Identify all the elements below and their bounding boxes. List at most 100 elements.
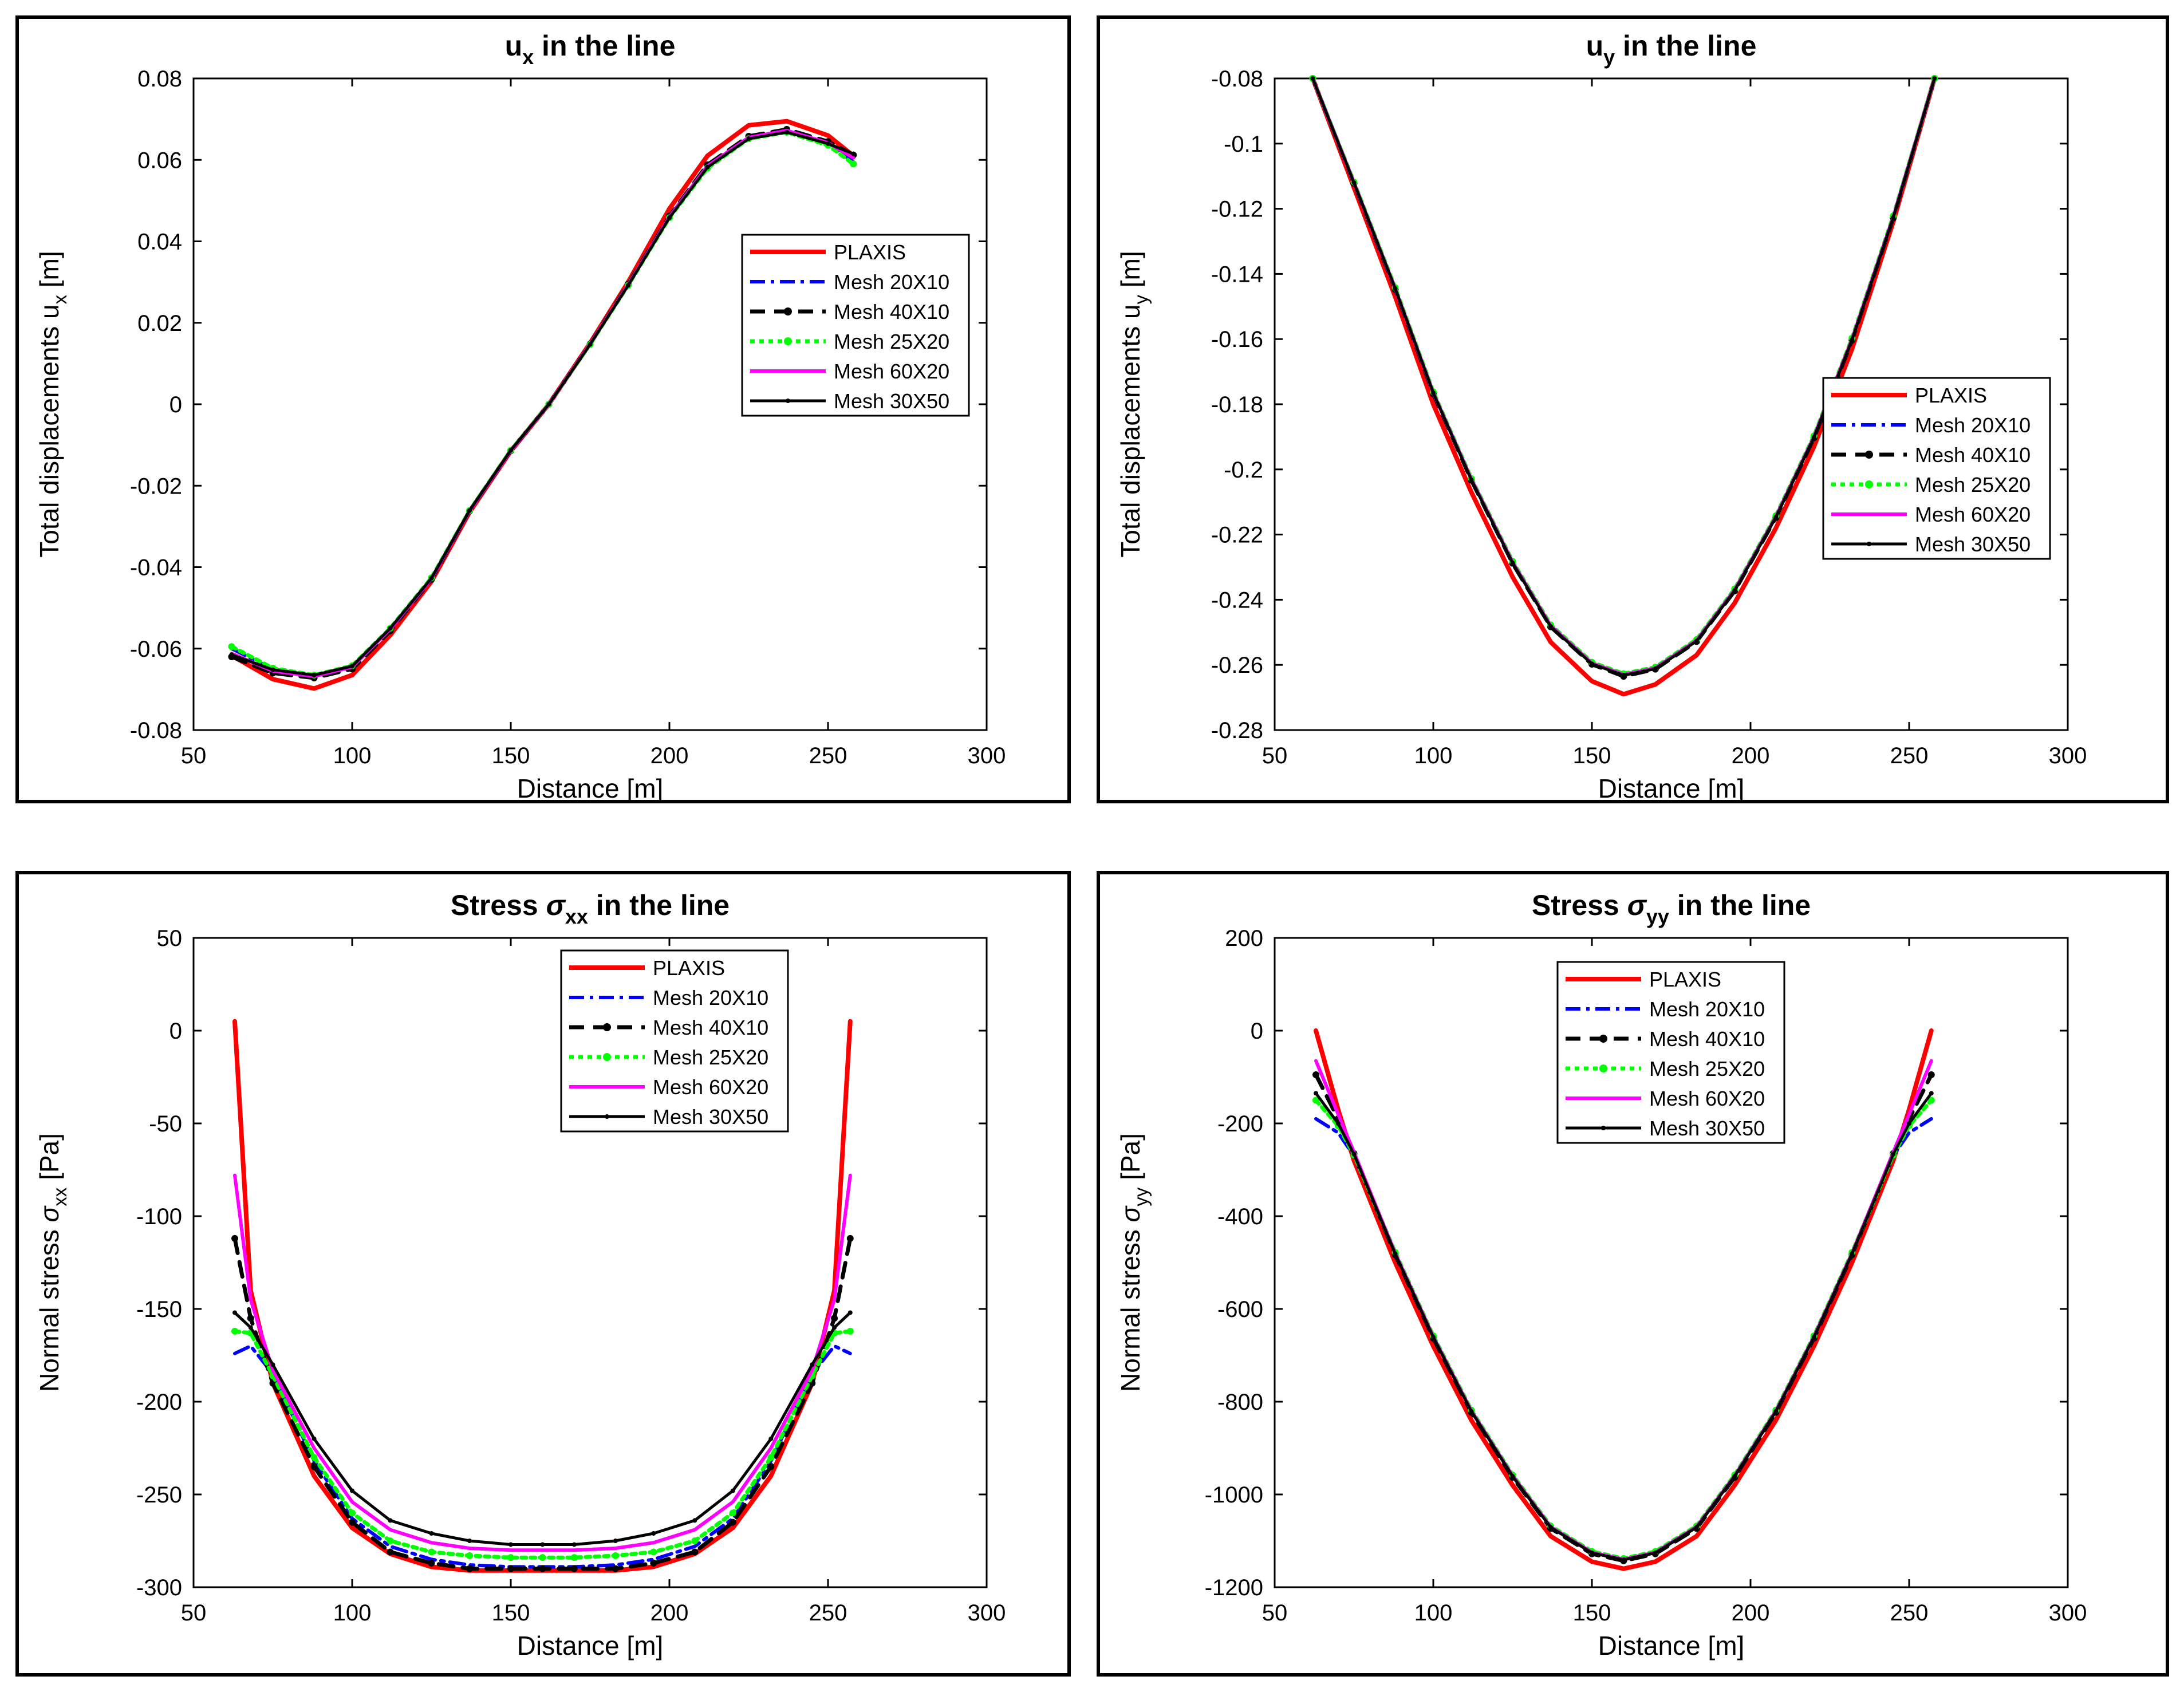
data-point (1811, 1335, 1816, 1340)
data-point (691, 1548, 699, 1556)
x-axis-label: Distance [m] (517, 1631, 664, 1661)
y-tick-label: -0.08 (130, 718, 182, 743)
legend-marker (1601, 1126, 1606, 1130)
data-point (270, 667, 275, 672)
y-tick-label: -150 (136, 1297, 182, 1322)
text-part: y (1603, 45, 1615, 69)
legend-marker (1865, 451, 1873, 459)
text-part: yy (1646, 905, 1669, 928)
legend-label: Mesh 30X50 (1649, 1117, 1765, 1140)
data-point (228, 643, 235, 650)
y-tick-label: -0.08 (1211, 66, 1263, 92)
y-tick-label: -0.02 (130, 474, 182, 499)
data-point (1312, 1071, 1320, 1078)
data-point (1653, 1551, 1658, 1556)
x-tick-label: 250 (809, 1600, 847, 1626)
data-point (1548, 1525, 1553, 1530)
data-point (831, 1315, 838, 1322)
data-point (570, 1565, 578, 1572)
data-point (349, 1509, 356, 1517)
x-tick-label: 200 (651, 743, 689, 768)
y-tick-label: -800 (1217, 1390, 1263, 1415)
y-tick-label: -0.24 (1211, 587, 1263, 613)
text-part: Total displacements u (1115, 304, 1145, 557)
chart-title: uy in the line (1586, 30, 1757, 69)
y-tick-label: 50 (157, 926, 183, 951)
x-tick-label: 150 (492, 743, 530, 768)
data-point (312, 1436, 317, 1441)
text-part: Stress (1532, 889, 1627, 921)
data-point (784, 129, 789, 135)
y-tick-label: -0.18 (1211, 392, 1263, 417)
data-point (1312, 1097, 1320, 1104)
text-part: in the line (534, 30, 675, 62)
x-tick-label: 300 (968, 743, 1006, 768)
data-point (467, 508, 472, 513)
data-point (350, 664, 354, 669)
data-point (387, 1548, 394, 1556)
x-tick-label: 150 (1573, 743, 1611, 768)
x-tick-label: 100 (1414, 743, 1453, 768)
data-point (1548, 624, 1553, 629)
data-point (571, 1542, 577, 1547)
data-point (1431, 391, 1436, 396)
legend-marker (1599, 1035, 1607, 1043)
data-point (1351, 180, 1357, 186)
y-tick-label: 0 (169, 392, 182, 417)
data-point (1314, 1091, 1319, 1096)
x-axis-label: Distance [m] (517, 774, 664, 803)
y-tick-label: -1200 (1205, 1575, 1263, 1600)
y-tick-label: -0.16 (1211, 327, 1263, 352)
data-point (1351, 1151, 1357, 1157)
chart-title: Stress σyy in the line (1532, 889, 1811, 928)
data-point (539, 1565, 546, 1572)
legend-label: Mesh 25X20 (834, 330, 949, 353)
x-tick-label: 150 (1573, 1600, 1611, 1626)
legend-label: PLAXIS (1649, 968, 1721, 991)
data-point (826, 141, 830, 146)
x-tick-label: 200 (651, 1600, 689, 1626)
y-tick-label: -0.1 (1224, 132, 1263, 157)
data-point (1469, 1409, 1474, 1414)
data-point (539, 1554, 546, 1561)
y-tick-label: -200 (1217, 1111, 1263, 1137)
x-tick-label: 150 (492, 1600, 530, 1626)
data-point (1510, 1474, 1515, 1479)
y-tick-label: 0 (1251, 1019, 1263, 1044)
data-point (651, 1531, 656, 1536)
data-point (1431, 1335, 1436, 1340)
legend-label: Mesh 40X10 (1649, 1027, 1765, 1051)
y-tick-label: 0 (169, 1019, 182, 1044)
legend-label: Mesh 60X20 (653, 1075, 768, 1099)
data-point (746, 136, 751, 141)
data-point (231, 1235, 239, 1242)
data-point (832, 1325, 837, 1330)
legend-box (1822, 377, 2051, 560)
x-tick-label: 50 (1262, 743, 1288, 768)
data-point (570, 1554, 578, 1561)
text-part: Normal stress (34, 1222, 64, 1391)
legend-marker (603, 1053, 611, 1061)
y-tick-label: 0.04 (137, 230, 182, 255)
data-point (507, 1554, 514, 1561)
x-axis-label: Distance [m] (1598, 774, 1745, 803)
x-tick-label: 300 (2049, 1600, 2087, 1626)
data-point (387, 1537, 394, 1544)
data-point (767, 1454, 775, 1461)
data-point (1850, 337, 1855, 342)
text-part: u (1586, 30, 1604, 62)
data-point (847, 1310, 853, 1315)
series-line-mesh-60x20 (233, 1173, 852, 1552)
y-tick-label: -600 (1217, 1297, 1263, 1322)
data-point (1773, 1409, 1779, 1414)
data-point (428, 1548, 435, 1556)
data-point (851, 151, 856, 156)
legend-marker (603, 1023, 611, 1031)
x-tick-label: 300 (2049, 743, 2087, 768)
data-point (612, 1565, 619, 1572)
data-point (613, 1539, 618, 1543)
legend-label: Mesh 25X20 (653, 1046, 768, 1069)
data-point (1891, 1151, 1896, 1157)
